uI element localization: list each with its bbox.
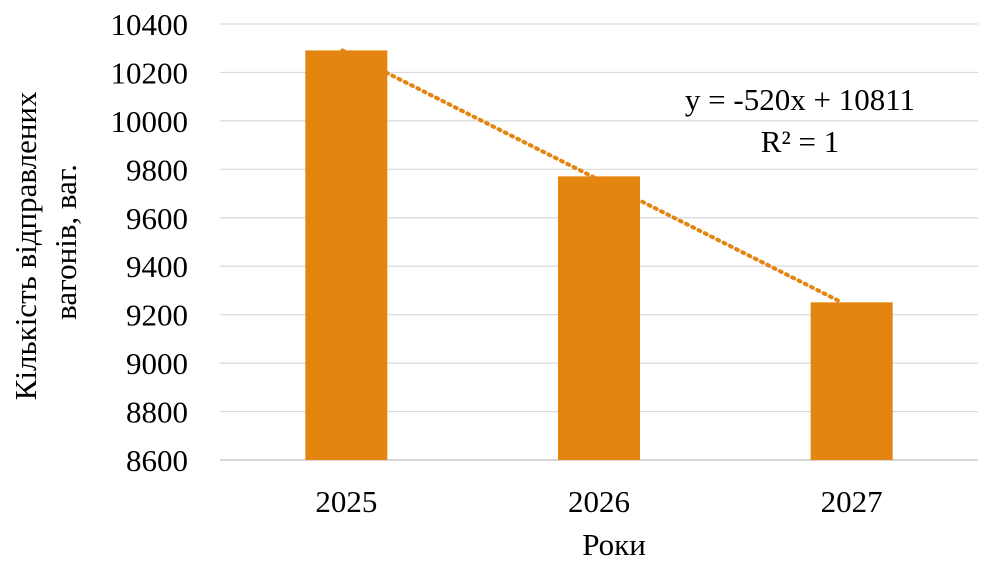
trendline <box>340 48 844 305</box>
y-tick-label: 9600 <box>126 201 188 236</box>
y-tick-label: 9000 <box>126 346 188 381</box>
y-tick-label: 9400 <box>126 249 188 284</box>
y-tick-label: 8800 <box>126 395 188 430</box>
bars <box>305 50 893 460</box>
x-tick-labels: 2025 2026 2027 <box>315 484 882 519</box>
y-tick-label: 9200 <box>126 298 188 333</box>
y-axis-title-line-2: вагонів, ваг. <box>48 164 83 320</box>
y-tick-label: 8600 <box>126 443 188 478</box>
bar <box>558 176 640 460</box>
trendline-r-squared: R² = 1 <box>761 124 839 159</box>
y-tick-label: 10000 <box>111 104 189 139</box>
x-tick-label: 2027 <box>821 484 883 519</box>
trendline-equation: y = -520x + 10811 <box>685 82 915 117</box>
y-tick-label: 10200 <box>111 55 189 90</box>
y-tick-labels: 8600 8800 9000 9200 9400 9600 9800 10000 10200 10… <box>111 7 189 478</box>
bar <box>305 50 388 460</box>
y-axis-title-line-1: Кількість відправлених <box>8 91 43 400</box>
bar <box>810 302 893 460</box>
trendline-group <box>340 48 844 305</box>
x-axis-title: Роки <box>582 527 646 562</box>
y-tick-label: 9800 <box>126 152 188 187</box>
y-tick-label: 10400 <box>111 7 189 42</box>
x-tick-label: 2026 <box>568 484 630 519</box>
x-tick-label: 2025 <box>315 484 377 519</box>
y-axis-title: Кількість відправлених вагонів, ваг. <box>8 84 83 401</box>
